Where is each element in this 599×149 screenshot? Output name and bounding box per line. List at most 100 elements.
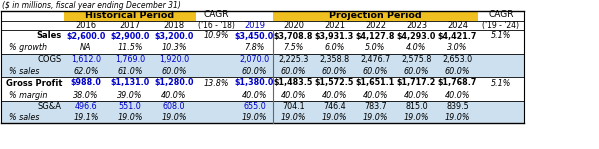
Text: NA: NA: [80, 44, 92, 52]
Text: 61.0%: 61.0%: [117, 66, 143, 76]
Bar: [64, 11, 196, 21]
Text: 19.0%: 19.0%: [281, 113, 306, 122]
Bar: [273, 11, 478, 21]
Text: 2020: 2020: [283, 21, 304, 30]
Text: $1,280.0: $1,280.0: [155, 79, 193, 87]
Text: 40.0%: 40.0%: [161, 90, 187, 100]
Text: 19.1%: 19.1%: [73, 113, 99, 122]
Text: 5.1%: 5.1%: [491, 79, 511, 87]
Text: 60.0%: 60.0%: [242, 66, 267, 76]
Text: 2022: 2022: [365, 21, 386, 30]
Text: 2,476.7: 2,476.7: [361, 55, 391, 64]
Text: 2,358.8: 2,358.8: [319, 55, 350, 64]
Text: $1,131.0: $1,131.0: [110, 79, 150, 87]
Bar: [1, 65, 524, 77]
Text: 3.0%: 3.0%: [447, 44, 468, 52]
Text: COGS: COGS: [38, 55, 62, 64]
Text: 60.0%: 60.0%: [322, 66, 347, 76]
Text: 60.0%: 60.0%: [281, 66, 306, 76]
Text: 7.5%: 7.5%: [283, 44, 304, 52]
Text: 40.0%: 40.0%: [404, 90, 429, 100]
Text: 2,575.8: 2,575.8: [401, 55, 432, 64]
Text: 655.0: 655.0: [243, 102, 266, 111]
Text: 11.5%: 11.5%: [117, 44, 143, 52]
Text: % growth: % growth: [9, 44, 47, 52]
Bar: [1, 112, 524, 123]
Text: 1,769.0: 1,769.0: [115, 55, 145, 64]
Text: 60.0%: 60.0%: [444, 66, 470, 76]
Text: $1,717.2: $1,717.2: [397, 79, 436, 87]
Text: 5.1%: 5.1%: [491, 31, 511, 41]
Text: 39.0%: 39.0%: [117, 90, 143, 100]
Text: 10.9%: 10.9%: [203, 31, 229, 41]
Text: 551.0: 551.0: [119, 102, 141, 111]
Text: CAGR: CAGR: [488, 10, 514, 19]
Text: SG&A: SG&A: [38, 102, 62, 111]
Text: 19.0%: 19.0%: [161, 113, 187, 122]
Text: 62.0%: 62.0%: [73, 66, 99, 76]
Text: 19.0%: 19.0%: [444, 113, 470, 122]
Text: $1,768.7: $1,768.7: [438, 79, 477, 87]
Text: 40.0%: 40.0%: [242, 90, 267, 100]
Text: 19.0%: 19.0%: [117, 113, 143, 122]
Text: 1,920.0: 1,920.0: [159, 55, 189, 64]
Text: $4,293.0: $4,293.0: [397, 31, 436, 41]
Text: $988.0: $988.0: [71, 79, 101, 87]
Text: ($ in millions, fiscal year ending December 31): ($ in millions, fiscal year ending Decem…: [2, 0, 181, 10]
Bar: [1, 101, 524, 112]
Text: 496.6: 496.6: [75, 102, 97, 111]
Text: 815.0: 815.0: [405, 102, 428, 111]
Text: 2018: 2018: [164, 21, 184, 30]
Text: $1,572.5: $1,572.5: [315, 79, 354, 87]
Text: Sales: Sales: [37, 31, 62, 41]
Text: 19.0%: 19.0%: [363, 113, 388, 122]
Bar: [1, 11, 524, 123]
Text: Historical Period: Historical Period: [86, 11, 174, 21]
Text: 60.0%: 60.0%: [161, 66, 187, 76]
Text: ('19 - '24): ('19 - '24): [483, 21, 519, 30]
Text: $2,900.0: $2,900.0: [110, 31, 150, 41]
Text: CAGR: CAGR: [203, 10, 229, 19]
Text: % sales: % sales: [9, 113, 40, 122]
Text: $1,483.5: $1,483.5: [274, 79, 313, 87]
Text: 19.0%: 19.0%: [404, 113, 429, 122]
Text: 4.0%: 4.0%: [406, 44, 426, 52]
Text: 19.0%: 19.0%: [322, 113, 347, 122]
Text: $1,380.0: $1,380.0: [235, 79, 274, 87]
Text: 2017: 2017: [119, 21, 141, 30]
Text: 2019: 2019: [244, 21, 265, 30]
Text: 2021: 2021: [324, 21, 345, 30]
Text: % sales: % sales: [9, 66, 40, 76]
Text: 704.1: 704.1: [282, 102, 305, 111]
Text: 40.0%: 40.0%: [363, 90, 388, 100]
Text: 19.0%: 19.0%: [242, 113, 267, 122]
Text: $4,421.7: $4,421.7: [438, 31, 477, 41]
Text: 13.8%: 13.8%: [203, 79, 229, 87]
Text: 2,653.0: 2,653.0: [443, 55, 473, 64]
Text: 2,070.0: 2,070.0: [240, 55, 270, 64]
Text: $4,127.8: $4,127.8: [356, 31, 395, 41]
Text: Projection Period: Projection Period: [329, 11, 422, 21]
Text: 7.8%: 7.8%: [244, 44, 265, 52]
Text: 60.0%: 60.0%: [363, 66, 388, 76]
Text: 5.0%: 5.0%: [365, 44, 386, 52]
Text: 60.0%: 60.0%: [404, 66, 429, 76]
Text: 6.0%: 6.0%: [324, 44, 344, 52]
Text: 2023: 2023: [406, 21, 427, 30]
Text: 40.0%: 40.0%: [322, 90, 347, 100]
Text: $3,708.8: $3,708.8: [274, 31, 313, 41]
Text: 10.3%: 10.3%: [161, 44, 187, 52]
Text: 1,612.0: 1,612.0: [71, 55, 101, 64]
Text: $1,651.1: $1,651.1: [356, 79, 395, 87]
Text: 839.5: 839.5: [446, 102, 469, 111]
Text: $3,200.0: $3,200.0: [155, 31, 193, 41]
Text: 2024: 2024: [447, 21, 468, 30]
Text: $3,450.0: $3,450.0: [235, 31, 274, 41]
Text: $3,931.3: $3,931.3: [315, 31, 354, 41]
Text: 608.0: 608.0: [163, 102, 185, 111]
Text: 746.4: 746.4: [323, 102, 346, 111]
Text: 38.0%: 38.0%: [73, 90, 99, 100]
Text: 40.0%: 40.0%: [281, 90, 306, 100]
Text: 783.7: 783.7: [364, 102, 387, 111]
Text: ('16 - '18): ('16 - '18): [198, 21, 234, 30]
